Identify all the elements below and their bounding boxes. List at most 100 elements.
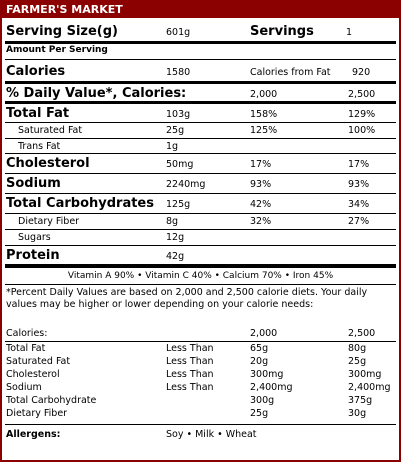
- nutrient-name: Trans Fat: [18, 141, 61, 152]
- nutrient-dv2: 129%: [348, 109, 376, 120]
- nutrient-amount: 125g: [166, 199, 191, 210]
- nutrient-amount: 42g: [166, 251, 185, 262]
- nutrient-row: Total Fat 103g 158% 129%: [2, 104, 399, 123]
- ref-name: Total Carbohydrate: [6, 395, 97, 406]
- divider: [5, 213, 396, 214]
- divider: [5, 341, 396, 342]
- ref-name: Cholesterol: [6, 369, 60, 380]
- nutrient-dv1: 93%: [250, 179, 272, 190]
- ref-v1: 300g: [250, 395, 275, 406]
- ref-header-row: Calories: 2,000 2,500: [2, 327, 399, 341]
- ref-row: Sodium Less Than 2,400mg 2,400mg: [2, 382, 399, 395]
- allergens-value: Soy • Milk • Wheat: [166, 429, 257, 440]
- ref-row: Total Carbohydrate 300g 375g: [2, 395, 399, 408]
- dv-header-row: % Daily Value*, Calories: 2,000 2,500: [2, 84, 399, 102]
- nutrient-row: Trans Fat 1g: [2, 139, 399, 155]
- vitamins-line: Vitamin A 90% • Vitamin C 40% • Calcium …: [67, 271, 334, 281]
- ref-row: Saturated Fat Less Than 20g 25g: [2, 356, 399, 369]
- label-title: FARMER'S MARKET: [2, 2, 399, 18]
- calories-label: Calories: [6, 64, 66, 79]
- ref-name: Total Fat: [6, 343, 46, 354]
- ref-v1: 65g: [250, 343, 269, 354]
- ref-v2: 375g: [348, 395, 373, 406]
- allergens-row: Allergens: Soy • Milk • Wheat: [2, 429, 399, 443]
- serving-size-value: 601g: [166, 27, 191, 38]
- amount-per-serving: Amount Per Serving: [6, 45, 108, 55]
- nutrient-dv1: 158%: [250, 109, 278, 120]
- divider: [5, 245, 396, 246]
- ref-name: Sodium: [6, 382, 42, 393]
- nutrient-row: Total Carbohydrates 125g 42% 34%: [2, 194, 399, 213]
- nutrient-name: Sodium: [6, 176, 61, 191]
- amount-row: Amount Per Serving: [2, 44, 399, 58]
- nutrient-row: Sugars 12g: [2, 230, 399, 246]
- calories-from-fat-value: 920: [352, 67, 371, 78]
- ref-v2: 2,400mg: [348, 382, 391, 393]
- nutrient-name: Total Fat: [6, 106, 70, 121]
- divider-thick: [5, 81, 396, 84]
- divider: [5, 229, 396, 230]
- nutrient-dv1: 42%: [250, 199, 272, 210]
- dv-header-label: % Daily Value*, Calories:: [6, 86, 187, 101]
- divider: [5, 59, 396, 60]
- nutrient-dv1: 32%: [250, 216, 272, 227]
- nutrient-row: Cholesterol 50mg 17% 17%: [2, 154, 399, 173]
- nutrient-dv1: 125%: [250, 125, 278, 136]
- nutrient-amount: 25g: [166, 125, 185, 136]
- nutrient-name: Sugars: [18, 232, 51, 243]
- servings-label: Servings: [250, 24, 314, 39]
- nutrient-amount: 1g: [166, 141, 179, 152]
- ref-row: Dietary Fiber 25g 30g: [2, 408, 399, 421]
- serving-size-label: Serving Size(g): [6, 24, 118, 39]
- ref-v1: 20g: [250, 356, 269, 367]
- nutrient-dv2: 17%: [348, 159, 370, 170]
- allergens-label: Allergens:: [6, 429, 61, 440]
- nutrient-row: Sodium 2240mg 93% 93%: [2, 174, 399, 193]
- divider: [5, 153, 396, 154]
- ref-name: Dietary Fiber: [6, 408, 68, 419]
- nutrient-name: Saturated Fat: [18, 125, 83, 136]
- ref-v2: 300mg: [348, 369, 382, 380]
- calories-from-fat-label: Calories from Fat: [250, 67, 331, 78]
- nutrient-row: Dietary Fiber 8g 32% 27%: [2, 214, 399, 230]
- nutrient-amount: 50mg: [166, 159, 194, 170]
- nutrient-name: Dietary Fiber: [18, 216, 80, 227]
- nutrient-dv2: 27%: [348, 216, 370, 227]
- ref-header-label: Calories:: [6, 328, 48, 339]
- nutrient-amount: 8g: [166, 216, 179, 227]
- dv-header-col2: 2,500: [348, 89, 376, 100]
- ref-header-col2: 2,500: [348, 328, 376, 339]
- calories-row: Calories 1580 Calories from Fat 920: [2, 61, 399, 81]
- serving-row: Serving Size(g) 601g Servings 1: [2, 22, 399, 40]
- ref-cond: Less Than: [166, 343, 214, 354]
- nutrient-row: Saturated Fat 25g 125% 100%: [2, 123, 399, 139]
- ref-cond: Less Than: [166, 369, 214, 380]
- footnote: *Percent Daily Values are based on 2,000…: [6, 287, 368, 310]
- nutrient-amount: 103g: [166, 109, 191, 120]
- ref-v2: 80g: [348, 343, 367, 354]
- divider: [5, 122, 396, 123]
- nutrient-name: Protein: [6, 248, 60, 263]
- ref-v1: 25g: [250, 408, 269, 419]
- nutrient-name: Total Carbohydrates: [6, 196, 154, 211]
- ref-row: Cholesterol Less Than 300mg 300mg: [2, 369, 399, 382]
- ref-row: Total Fat Less Than 65g 80g: [2, 343, 399, 356]
- ref-v2: 25g: [348, 356, 367, 367]
- ref-header-col1: 2,000: [250, 328, 278, 339]
- nutrient-amount: 12g: [166, 232, 185, 243]
- ref-v2: 30g: [348, 408, 367, 419]
- nutrient-name: Cholesterol: [6, 156, 90, 171]
- divider: [5, 138, 396, 139]
- nutrient-row: Protein 42g: [2, 246, 399, 265]
- divider-thick: [5, 264, 396, 268]
- divider: [5, 424, 396, 425]
- ref-name: Saturated Fat: [6, 356, 71, 367]
- divider-thick: [5, 101, 396, 104]
- nutrient-dv2: 93%: [348, 179, 370, 190]
- divider: [5, 284, 396, 285]
- ref-v1: 2,400mg: [250, 382, 293, 393]
- nutrient-amount: 2240mg: [166, 179, 206, 190]
- nutrient-dv1: 17%: [250, 159, 272, 170]
- calories-value: 1580: [166, 67, 191, 78]
